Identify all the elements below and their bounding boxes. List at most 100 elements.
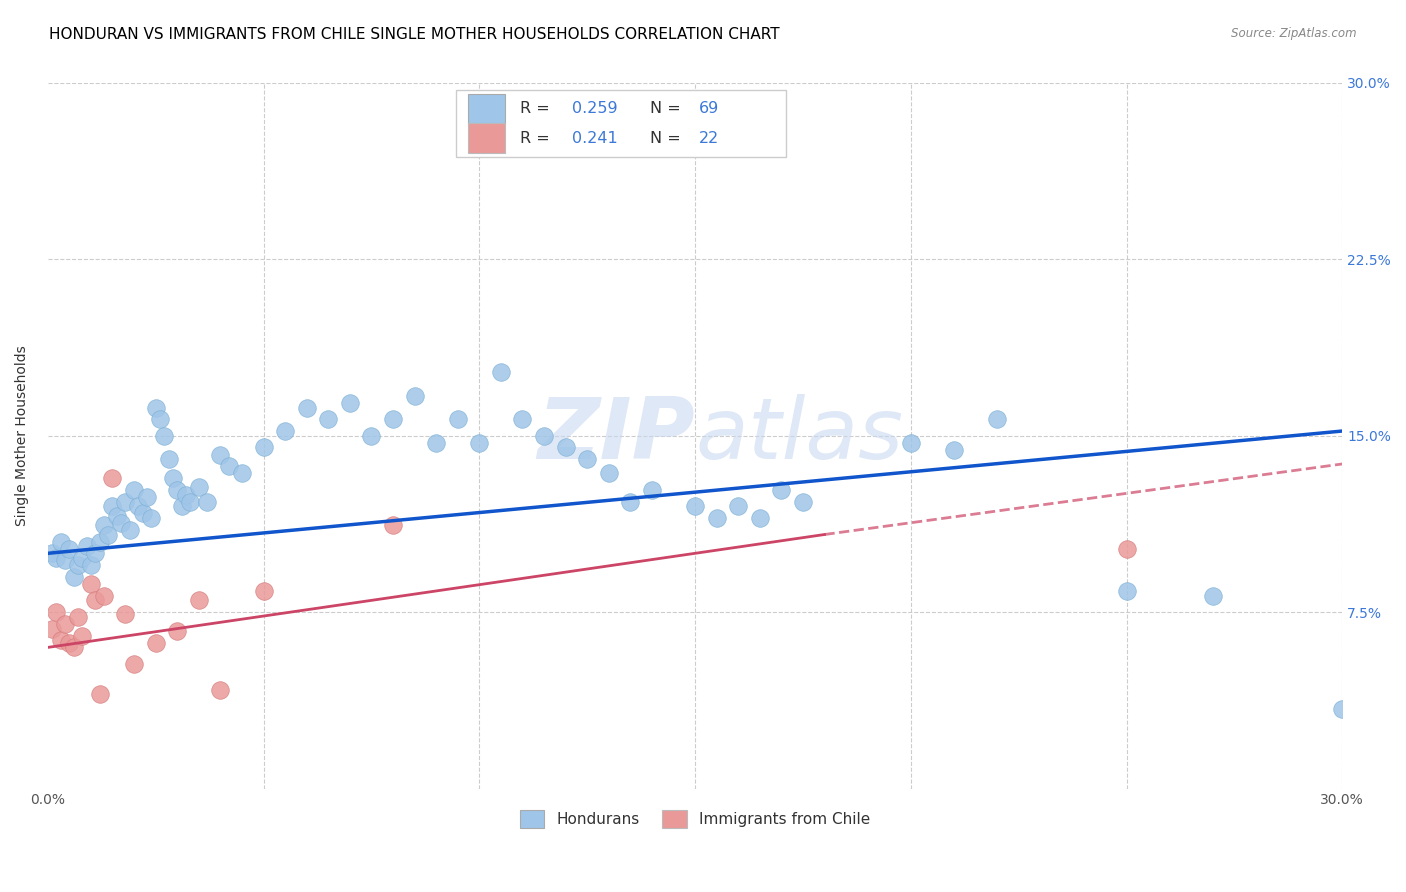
Point: [72, 551, 94, 566]
Point: [512, 412, 534, 426]
Point: [425, 435, 447, 450]
Point: [122, 483, 145, 497]
Point: [447, 412, 470, 426]
Point: [153, 428, 176, 442]
Text: HONDURAN VS IMMIGRANTS FROM CHILE SINGLE MOTHER HOUSEHOLDS CORRELATION CHART: HONDURAN VS IMMIGRANTS FROM CHILE SINGLE…: [49, 27, 780, 42]
Point: [62, 640, 84, 655]
Point: [166, 624, 188, 638]
Point: [489, 365, 512, 379]
Point: [252, 441, 274, 455]
Point: [145, 401, 167, 415]
Point: [468, 435, 491, 450]
Point: [683, 500, 706, 514]
Point: [72, 629, 94, 643]
Point: [45, 551, 67, 566]
Point: [105, 508, 128, 523]
Point: [157, 452, 180, 467]
Point: [641, 483, 664, 497]
Point: [1331, 701, 1354, 715]
Point: [295, 401, 318, 415]
Text: atlas: atlas: [695, 394, 903, 477]
Point: [986, 412, 1008, 426]
Point: [231, 467, 253, 481]
Text: N =: N =: [650, 131, 686, 145]
Point: [84, 546, 107, 560]
Y-axis label: Single Mother Households: Single Mother Households: [15, 345, 30, 526]
Point: [97, 527, 120, 541]
Point: [114, 607, 136, 622]
Text: 0.259: 0.259: [572, 102, 617, 116]
Point: [598, 467, 620, 481]
Bar: [468, 94, 505, 124]
Point: [49, 534, 72, 549]
Point: [53, 616, 76, 631]
Point: [316, 412, 339, 426]
Point: [218, 459, 240, 474]
Point: [900, 435, 922, 450]
Point: [101, 471, 124, 485]
Point: [381, 518, 404, 533]
Point: [166, 483, 188, 497]
Point: [706, 511, 728, 525]
Text: Source: ZipAtlas.com: Source: ZipAtlas.com: [1232, 27, 1357, 40]
Point: [1202, 589, 1225, 603]
Point: [619, 494, 641, 508]
Point: [162, 471, 184, 485]
Point: [45, 605, 67, 619]
Legend: Hondurans, Immigrants from Chile: Hondurans, Immigrants from Chile: [513, 804, 876, 834]
Point: [942, 442, 965, 457]
Text: 69: 69: [699, 102, 718, 116]
Point: [209, 448, 232, 462]
Point: [381, 412, 404, 426]
Point: [174, 487, 197, 501]
Point: [197, 494, 219, 508]
Point: [49, 633, 72, 648]
Point: [576, 452, 599, 467]
Point: [114, 494, 136, 508]
Point: [145, 636, 167, 650]
Point: [122, 657, 145, 671]
Point: [170, 500, 193, 514]
Point: [110, 516, 132, 530]
Point: [118, 523, 141, 537]
Point: [89, 534, 111, 549]
Point: [533, 428, 555, 442]
Point: [141, 511, 163, 525]
Bar: [468, 123, 505, 153]
Text: N =: N =: [650, 102, 686, 116]
Point: [136, 490, 159, 504]
Point: [66, 610, 89, 624]
Point: [84, 593, 107, 607]
Point: [404, 389, 426, 403]
Point: [76, 539, 98, 553]
Point: [80, 558, 103, 573]
Text: 0.241: 0.241: [572, 131, 617, 145]
Point: [792, 494, 814, 508]
Text: ZIP: ZIP: [537, 394, 695, 477]
Point: [41, 546, 63, 560]
Point: [554, 441, 576, 455]
Point: [131, 507, 153, 521]
Point: [101, 500, 124, 514]
Point: [62, 570, 84, 584]
Point: [89, 688, 111, 702]
Point: [727, 500, 749, 514]
Point: [1115, 541, 1137, 556]
Point: [179, 494, 201, 508]
Point: [93, 589, 115, 603]
Point: [360, 428, 382, 442]
Point: [252, 584, 274, 599]
Point: [770, 483, 793, 497]
Point: [127, 500, 149, 514]
Point: [274, 424, 297, 438]
Point: [187, 593, 209, 607]
FancyBboxPatch shape: [456, 90, 786, 157]
Point: [58, 541, 80, 556]
Point: [53, 553, 76, 567]
Point: [58, 636, 80, 650]
Point: [748, 511, 770, 525]
Point: [339, 396, 361, 410]
Point: [41, 622, 63, 636]
Text: 22: 22: [699, 131, 718, 145]
Point: [80, 577, 103, 591]
